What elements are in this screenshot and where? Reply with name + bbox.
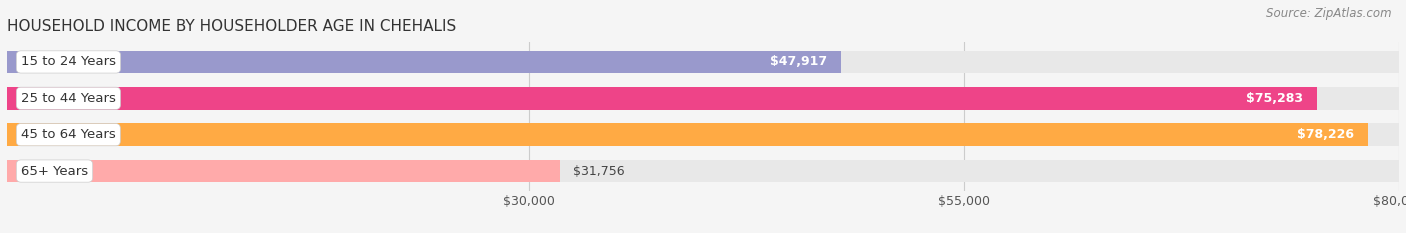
- Bar: [7, 87, 1399, 110]
- Text: $31,756: $31,756: [574, 164, 626, 178]
- Bar: [7, 160, 1399, 182]
- Bar: [7, 51, 1399, 73]
- Text: 25 to 44 Years: 25 to 44 Years: [21, 92, 115, 105]
- Bar: [7, 123, 1368, 146]
- Text: $78,226: $78,226: [1298, 128, 1354, 141]
- Text: $75,283: $75,283: [1246, 92, 1303, 105]
- Bar: [7, 51, 841, 73]
- Bar: [7, 87, 1317, 110]
- Bar: [7, 160, 560, 182]
- Text: $47,917: $47,917: [769, 55, 827, 69]
- Text: Source: ZipAtlas.com: Source: ZipAtlas.com: [1267, 7, 1392, 20]
- Text: 15 to 24 Years: 15 to 24 Years: [21, 55, 115, 69]
- Text: HOUSEHOLD INCOME BY HOUSEHOLDER AGE IN CHEHALIS: HOUSEHOLD INCOME BY HOUSEHOLDER AGE IN C…: [7, 19, 457, 34]
- Text: 45 to 64 Years: 45 to 64 Years: [21, 128, 115, 141]
- Text: 65+ Years: 65+ Years: [21, 164, 89, 178]
- Bar: [7, 123, 1399, 146]
